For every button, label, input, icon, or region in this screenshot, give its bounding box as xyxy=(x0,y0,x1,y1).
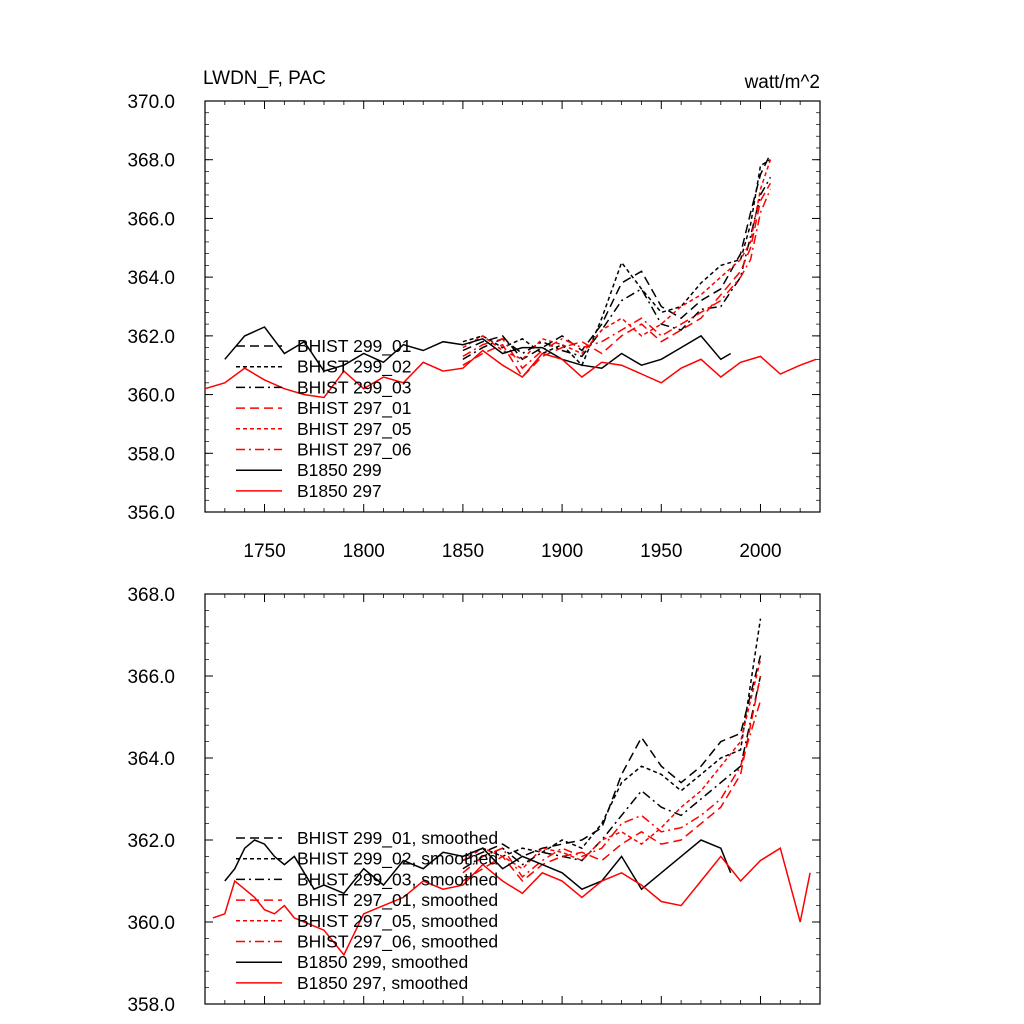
series-line xyxy=(462,159,772,361)
y-tick-label: 366.0 xyxy=(127,667,175,688)
x-tick-label: 2000 xyxy=(739,541,781,562)
series-line xyxy=(462,655,762,862)
legend-label: BHIST 299_02, smoothed xyxy=(297,849,498,870)
y-tick-label: 362.0 xyxy=(127,831,175,852)
legend-label: BHIST 297_05 xyxy=(297,419,411,440)
y-tick-label: 360.0 xyxy=(127,386,175,407)
y-tick-label: 368.0 xyxy=(127,151,175,172)
series-layer xyxy=(212,618,811,957)
series-line xyxy=(462,700,762,878)
legend-label: BHIST 299_03 xyxy=(297,377,411,398)
axis-ticks: 1750 1800 1850 1900 1950 2000 356.0 358.0 360.0 3… xyxy=(127,92,821,562)
legend-label: B1850 297, smoothed xyxy=(297,973,468,993)
x-tick-label: 1750 xyxy=(243,541,285,562)
y-tick-label: 360.0 xyxy=(127,913,175,934)
y-tick-label: 366.0 xyxy=(127,209,175,230)
legend-label: B1850 299, smoothed xyxy=(297,952,468,972)
bottom-panel: 358.0 360.0 362.0 364.0 366.0 368.0 BHIST 299… xyxy=(127,585,821,1016)
plot-area-frame xyxy=(204,100,821,513)
series-line xyxy=(462,159,771,367)
series-line xyxy=(212,847,811,957)
x-tick-label: 1850 xyxy=(442,541,484,562)
axis-ticks: 358.0 360.0 362.0 364.0 366.0 368.0 xyxy=(127,585,821,1016)
legend-label: BHIST 297_01 xyxy=(297,398,411,419)
y-tick-label: 358.0 xyxy=(127,444,175,465)
chart-title: LWDN_F, PAC xyxy=(203,68,326,89)
y-tick-label: 370.0 xyxy=(127,92,175,113)
legend-label: BHIST 297_01, smoothed xyxy=(297,890,498,911)
y-tick-label: 358.0 xyxy=(127,995,175,1016)
x-tick-label: 1900 xyxy=(541,541,583,562)
legend-label: BHIST 297_06, smoothed xyxy=(297,932,498,953)
legend-label: BHIST 299_01 xyxy=(297,336,411,357)
legend-label: BHIST 299_03, smoothed xyxy=(297,869,498,890)
series-line xyxy=(462,188,772,370)
legend-label: BHIST 299_02 xyxy=(297,357,411,378)
y-tick-label: 368.0 xyxy=(127,585,175,606)
series-line xyxy=(462,618,762,858)
legend-label: BHIST 297_05, smoothed xyxy=(297,911,498,932)
units-label: watt/m^2 xyxy=(744,72,820,93)
series-line xyxy=(462,675,762,870)
legend-label: BHIST 299_01, smoothed xyxy=(297,828,498,849)
y-tick-label: 356.0 xyxy=(127,503,175,524)
series-line xyxy=(204,349,817,399)
x-tick-label: 1950 xyxy=(640,541,682,562)
x-tick-label: 1800 xyxy=(343,541,385,562)
series-line xyxy=(462,659,762,870)
legend-label: B1850 299 xyxy=(297,460,382,480)
y-tick-label: 364.0 xyxy=(127,749,175,770)
legend-label: B1850 297 xyxy=(297,481,382,501)
series-line xyxy=(462,675,762,883)
series-layer xyxy=(204,153,817,399)
series-line xyxy=(224,326,732,372)
series-line xyxy=(462,182,772,379)
y-tick-label: 364.0 xyxy=(127,268,175,289)
legend-label: BHIST 297_06 xyxy=(297,440,411,461)
series-line xyxy=(462,176,772,360)
series-line xyxy=(462,153,772,361)
top-panel: LWDN_F, PAC watt/m^2 1750 1800 1850 1900 195… xyxy=(127,68,821,562)
plot-area-frame xyxy=(204,593,821,1005)
y-tick-label: 362.0 xyxy=(127,327,175,348)
